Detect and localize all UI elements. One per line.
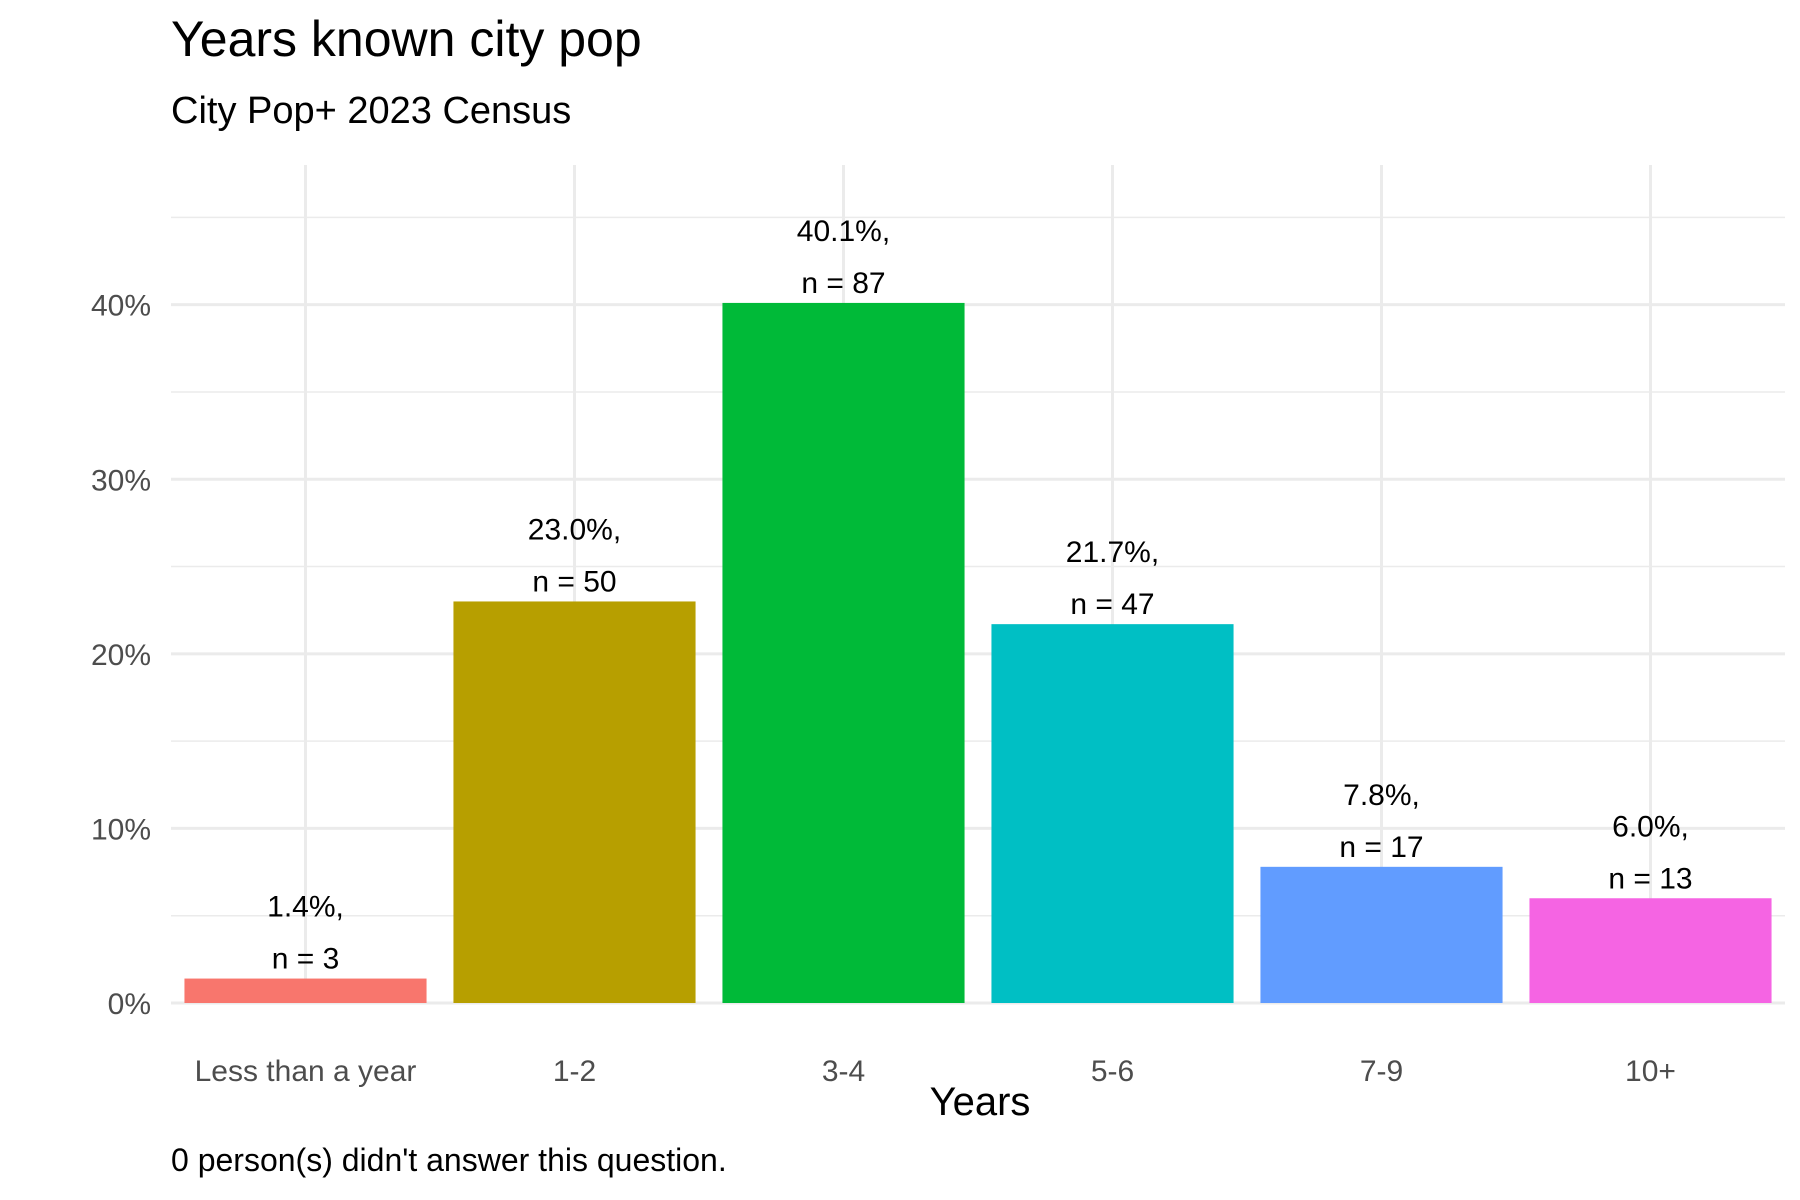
x-axis: Less than a year 1-2 3-4 5-6 7-9 10+ bbox=[195, 1055, 1676, 1088]
data-label-percent: 23.0%, bbox=[528, 513, 621, 546]
x-tick-label: 7-9 bbox=[1360, 1055, 1403, 1088]
data-label-percent: 7.8%, bbox=[1343, 779, 1420, 812]
data-label-count: n = 17 bbox=[1339, 831, 1423, 864]
data-label-count: n = 13 bbox=[1608, 862, 1692, 895]
data-label-count: n = 87 bbox=[801, 267, 885, 300]
x-tick-label: 5-6 bbox=[1091, 1055, 1134, 1088]
data-label-count: n = 47 bbox=[1070, 588, 1154, 621]
y-tick-label: 0% bbox=[108, 988, 151, 1021]
data-labels-layer: 1.4%, n = 3 23.0%, n = 50 40.1%, n = 87 21.7%,… bbox=[267, 215, 1692, 976]
y-tick-label: 20% bbox=[91, 639, 151, 672]
bar bbox=[184, 978, 427, 1003]
grid-layer bbox=[171, 165, 1785, 1005]
bars-layer bbox=[184, 302, 1772, 1003]
y-tick-label: 40% bbox=[91, 290, 151, 323]
bar bbox=[991, 624, 1234, 1003]
x-tick-label: 10+ bbox=[1625, 1055, 1676, 1088]
data-label-percent: 6.0%, bbox=[1612, 810, 1689, 843]
x-axis-title: Years bbox=[930, 1080, 1031, 1124]
x-tick-label: 1-2 bbox=[553, 1055, 596, 1088]
data-label-percent: 40.1%, bbox=[797, 215, 890, 248]
chart-subtitle: City Pop+ 2023 Census bbox=[171, 90, 572, 132]
data-label-count: n = 50 bbox=[532, 565, 616, 598]
y-tick-label: 30% bbox=[91, 464, 151, 497]
bar bbox=[453, 601, 696, 1003]
data-label-percent: 1.4%, bbox=[267, 891, 344, 924]
x-tick-label: 3-4 bbox=[822, 1055, 865, 1088]
data-label-count: n = 3 bbox=[272, 943, 340, 976]
x-tick-label: Less than a year bbox=[195, 1055, 417, 1088]
bar bbox=[1529, 898, 1772, 1003]
data-label-percent: 21.7%, bbox=[1066, 536, 1159, 569]
bar bbox=[1260, 866, 1503, 1003]
y-tick-label: 10% bbox=[91, 813, 151, 846]
chart-title: Years known city pop bbox=[171, 11, 642, 67]
bar bbox=[722, 302, 965, 1003]
y-axis: 0% 10% 20% 30% 40% bbox=[91, 290, 151, 1021]
chart-caption: 0 person(s) didn't answer this question. bbox=[171, 1142, 727, 1178]
